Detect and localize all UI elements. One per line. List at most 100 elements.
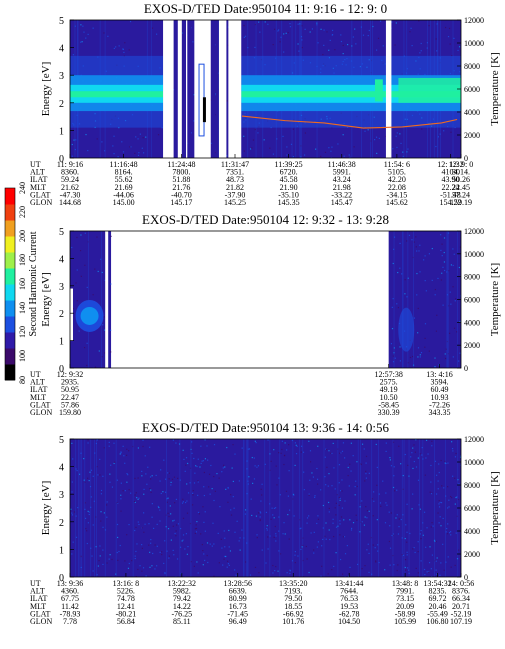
- noise-pixel: [80, 566, 82, 569]
- ephemeris-value: 48.73: [226, 175, 244, 184]
- noise-pixel: [308, 494, 310, 496]
- noise-pixel: [316, 24, 318, 26]
- noise-pixel: [248, 476, 250, 478]
- noise-pixel: [134, 557, 136, 560]
- noise-pixel: [340, 516, 343, 518]
- noise-pixel: [429, 546, 431, 548]
- noise-pixel: [170, 481, 172, 483]
- noise-pixel: [404, 279, 406, 281]
- noise-pixel: [71, 246, 73, 249]
- noise-pixel: [120, 482, 122, 484]
- noise-pixel: [97, 565, 99, 567]
- noise-pixel: [460, 558, 461, 560]
- noise-pixel: [185, 533, 188, 535]
- noise-pixel: [287, 31, 289, 34]
- noise-pixel: [280, 36, 282, 38]
- noise-pixel: [100, 489, 103, 492]
- noise-pixel: [328, 147, 330, 149]
- noise-pixel: [442, 266, 444, 268]
- noise-pixel: [114, 461, 116, 463]
- noise-pixel: [283, 51, 285, 53]
- noise-pixel: [165, 514, 168, 516]
- noise-streak: [402, 231, 404, 368]
- noise-pixel: [350, 442, 352, 444]
- data-gap: [218, 20, 227, 158]
- noise-pixel: [396, 132, 398, 134]
- y-tick-label: 1: [59, 545, 64, 556]
- noise-pixel: [194, 532, 196, 535]
- noise-pixel: [90, 496, 92, 498]
- noise-pixel: [162, 491, 164, 493]
- noise-pixel: [442, 304, 444, 306]
- noise-pixel: [422, 458, 424, 460]
- noise-pixel: [170, 513, 172, 515]
- noise-pixel: [189, 482, 191, 484]
- y2-tick-label: 6000: [464, 296, 480, 305]
- noise-pixel: [149, 488, 151, 490]
- band-peak: [241, 91, 461, 98]
- noise-pixel: [326, 31, 328, 33]
- noise-pixel: [419, 356, 421, 358]
- noise-pixel: [213, 499, 215, 502]
- noise-pixel: [311, 472, 313, 474]
- noise-pixel: [322, 53, 324, 56]
- noise-pixel: [91, 555, 93, 557]
- noise-pixel: [103, 447, 105, 449]
- noise-pixel: [166, 498, 168, 500]
- ephemeris-value: 51.88: [172, 175, 190, 184]
- noise-pixel: [384, 522, 387, 524]
- noise-pixel: [137, 447, 139, 449]
- noise-pixel: [224, 537, 226, 539]
- noise-pixel: [182, 534, 185, 536]
- noise-pixel: [368, 29, 370, 32]
- noise-pixel: [283, 33, 285, 35]
- noise-pixel: [417, 551, 419, 553]
- noise-pixel: [300, 527, 302, 529]
- noise-pixel: [71, 553, 73, 555]
- noise-pixel: [435, 330, 438, 332]
- noise-pixel: [193, 94, 195, 96]
- noise-pixel: [423, 259, 425, 261]
- noise-pixel: [385, 450, 387, 453]
- noise-pixel: [407, 148, 409, 150]
- noise-pixel: [376, 484, 378, 486]
- noise-pixel: [442, 517, 444, 520]
- ephemeris-row-label: MLT: [30, 183, 46, 192]
- noise-pixel: [385, 502, 387, 504]
- y2-tick-label: 6000: [464, 85, 480, 94]
- noise-pixel: [359, 506, 361, 508]
- noise-pixel: [452, 286, 454, 288]
- y2-tick-label: 2000: [464, 550, 480, 559]
- noise-pixel: [281, 440, 283, 442]
- noise-pixel: [436, 50, 438, 52]
- noise-pixel: [269, 147, 271, 149]
- noise-pixel: [329, 39, 331, 42]
- noise-pixel: [435, 38, 437, 40]
- noise-pixel: [75, 139, 77, 141]
- noise-pixel: [436, 474, 438, 476]
- noise-pixel: [367, 34, 369, 37]
- y2-tick-label: 4000: [464, 108, 480, 117]
- noise-streak: [371, 439, 373, 577]
- noise-pixel: [278, 29, 280, 31]
- noise-pixel: [301, 546, 303, 548]
- noise-pixel: [233, 507, 235, 509]
- noise-pixel: [201, 460, 203, 462]
- noise-pixel: [221, 547, 223, 549]
- noise-streak: [360, 439, 361, 577]
- ephemeris-value: 96.49: [229, 617, 247, 626]
- ephemeris-value: 6720.: [280, 168, 298, 177]
- noise-pixel: [398, 526, 400, 528]
- noise-pixel: [168, 478, 170, 480]
- noise-pixel: [294, 551, 296, 553]
- noise-pixel: [361, 568, 363, 570]
- noise-pixel: [431, 445, 433, 447]
- data-gap: [163, 20, 174, 158]
- noise-pixel: [433, 539, 436, 541]
- ephemeris-value: 13:28:56: [224, 579, 252, 588]
- noise-pixel: [124, 490, 126, 492]
- ephemeris-value: 145.62: [386, 198, 408, 207]
- noise-pixel: [198, 513, 201, 515]
- ephemeris-value: 5991.: [333, 168, 351, 177]
- noise-pixel: [269, 453, 271, 455]
